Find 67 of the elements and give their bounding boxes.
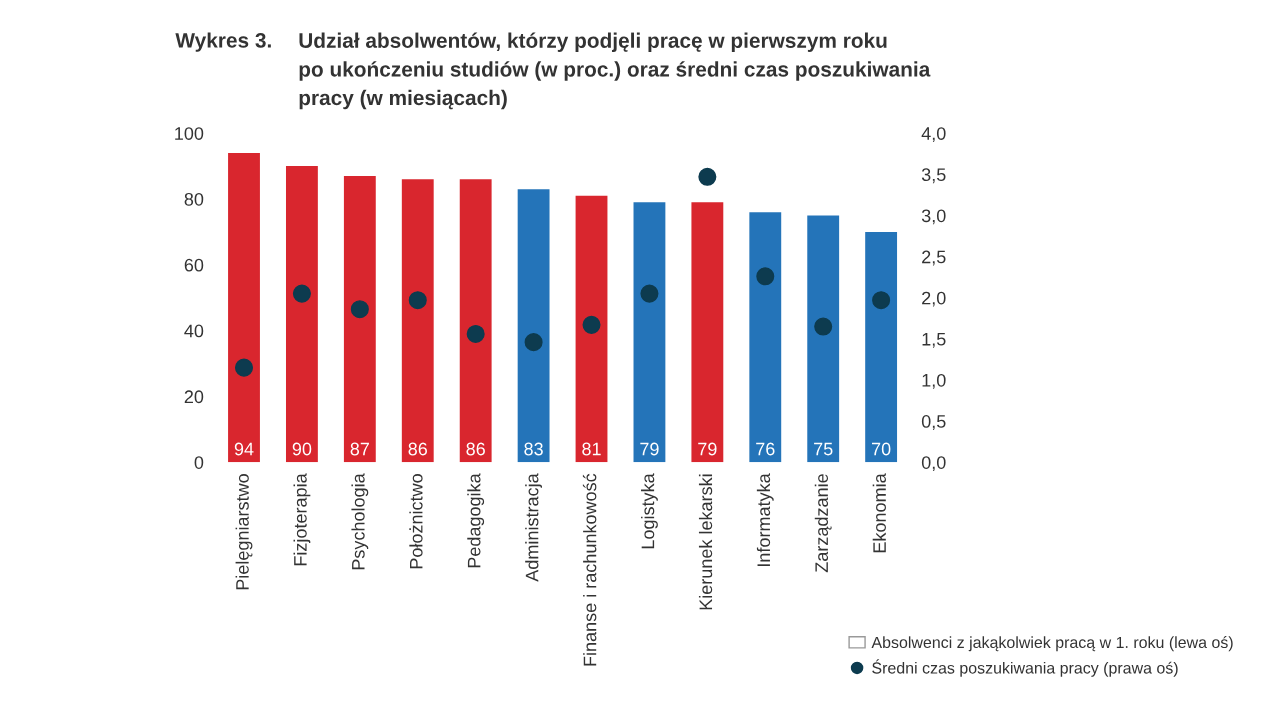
y2-tick-label: 3,5 [921,168,946,184]
y-tick-label: 40 [184,324,204,338]
y2-tick-label: 1,5 [922,332,946,348]
bar [691,202,724,463]
point [756,267,775,286]
y2-tick-label: 2,0 [922,291,946,307]
x-tick-label: Zarządzanie [814,474,832,573]
y2-tick-label: 4,0 [921,127,946,143]
x-tick-label: Fizjoterapia [293,473,311,566]
legend-label: Średni czas poszukiwania pracy (prawa oś) [872,659,1178,677]
data-label: 70 [872,442,891,456]
bar [343,175,376,463]
point [350,300,369,319]
x-tick-label: Psychologia [351,473,369,570]
bar [228,152,260,463]
point [814,317,833,336]
y2-tick-label: 2,5 [922,250,946,266]
data-label: 81 [582,442,601,456]
data-label: 87 [350,442,369,456]
point [466,324,485,343]
bar [459,179,492,463]
x-tick-label: Logistyka [641,473,658,549]
point [872,291,891,310]
x-tick-label: Położnictwo [409,474,423,569]
y-tick-label: 0 [194,456,204,469]
y-tick-label: 60 [184,258,204,272]
bar [865,231,898,463]
y2-tick-label: 3,0 [921,209,946,225]
data-label: 83 [524,442,543,456]
bar [517,189,550,463]
x-tick-label: Administracja [525,473,543,582]
data-label: 86 [466,442,485,456]
point [582,315,601,334]
data-label: 86 [408,442,428,456]
point [640,284,659,303]
data-label: 94 [234,442,254,456]
data-label: 79 [640,442,659,456]
point [292,284,311,303]
y2-tick-label: 0,5 [921,415,946,430]
x-tick-label: Pedagogika [467,473,485,568]
bar [633,202,666,463]
x-tick-label: Informatyka [756,473,774,566]
y-tick-label: 80 [184,192,204,206]
point [408,291,427,310]
text: Absolwenci z jakąkolwiek pracą w 1. roku (lewa oś) [871,636,1233,652]
bar [575,195,608,463]
bar [807,215,840,463]
data-label: 76 [756,442,775,456]
x-tick-label: Kierunek lekarski [698,474,713,610]
bar [749,212,782,463]
x-tick-label: Pielęgniarstwo [235,474,253,590]
chart-title: Wykres 3. [175,32,271,52]
bar [285,166,318,463]
y-tick-label: 100 [175,127,204,140]
data-label: 75 [814,442,833,456]
data-label: 90 [292,442,312,456]
x-tick-label: Finanse i rachunkowość [582,473,597,666]
y2-tick-label: 1,0 [922,373,946,389]
y-tick-label: 20 [184,390,204,404]
point [524,333,543,352]
point [698,167,717,186]
chart-subtitle: Udział absolwentów, którzy podjęli pracę w pierwszym roku po ukończeniu studiów (w proc.) oraz średni czas poszukiwania pracy (w miesiącach) [299,32,931,110]
point [234,358,254,377]
y2-tick-label: 0,0 [921,456,946,472]
bar [401,179,434,463]
x-tick-label: Ekonomia [872,473,886,553]
data-label: 79 [698,442,717,456]
